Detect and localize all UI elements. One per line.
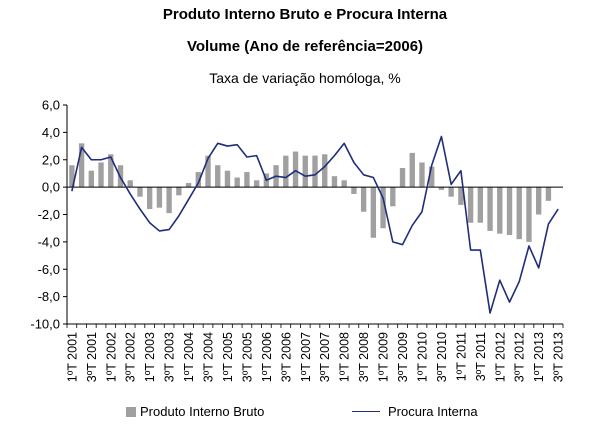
bar-pib	[283, 155, 289, 188]
x-tick-label: 1ºT 2005	[221, 332, 235, 382]
y-tick-label: 2,0	[42, 152, 60, 167]
bar-pib	[448, 187, 454, 197]
bar-pib	[438, 187, 445, 190]
bar-pib	[351, 187, 357, 194]
bar-pib	[360, 187, 367, 212]
line-procura-interna	[71, 135, 559, 314]
x-tick-label: 3ºT 2001	[85, 332, 99, 382]
bar-pib	[205, 155, 211, 188]
y-tick-label: 6,0	[42, 98, 60, 113]
chart-subtitle: Volume (Ano de referência=2006)	[186, 38, 424, 55]
legend-item-pib: Produto Interno Bruto	[126, 404, 264, 419]
x-tick-label: 3ºT 2006	[279, 332, 293, 382]
x-tick-label: 3ºT 2003	[163, 332, 177, 382]
x-tick-label: 1ºT 2003	[143, 332, 157, 382]
bar-pib	[370, 187, 377, 238]
x-tick-label: 3ºT 2009	[396, 332, 410, 382]
y-tick-label: -10,0	[30, 317, 60, 332]
bar-pib	[419, 162, 425, 188]
bar-pib	[312, 155, 318, 188]
bar-pib	[302, 155, 308, 188]
y-tick-label: 0,0	[42, 180, 60, 195]
bar-pib	[69, 165, 75, 188]
x-tick-label: 1ºT 2006	[260, 332, 274, 382]
x-tick-label: 3ºT 2011	[474, 332, 488, 381]
bar-pib	[429, 166, 435, 188]
bar-pib	[341, 180, 347, 188]
bar-pib	[215, 165, 221, 188]
x-tick-label: 1ºT 2011	[454, 332, 468, 381]
bar-pib	[156, 187, 163, 208]
chart-ylabel: Taxa de variação homóloga, %	[209, 70, 401, 86]
x-tick-label: 3ºT 2013	[552, 332, 566, 382]
x-tick-label: 3ºT 2010	[435, 332, 449, 382]
bar-pib	[526, 187, 532, 242]
x-tick-label: 1ºT 2012	[493, 332, 507, 382]
y-tick-label: 4,0	[42, 125, 60, 140]
x-tick-label: 3ºT 2004	[202, 332, 216, 382]
x-tick-label: 1ºT 2010	[415, 332, 429, 382]
bar-pib	[390, 187, 396, 207]
bar-pib	[166, 187, 172, 214]
x-tick-label: 3ºT 2005	[240, 332, 254, 382]
bar-pib	[195, 172, 201, 188]
bar-pib	[185, 183, 192, 188]
bar-pib	[497, 187, 503, 234]
bar-pib	[146, 187, 153, 210]
bar-pib	[477, 187, 484, 223]
bar-pib	[458, 187, 464, 205]
bar-pib	[322, 154, 328, 188]
x-tick-label: 3ºT 2002	[124, 332, 138, 382]
bar-pib	[292, 151, 299, 188]
bar-pib	[253, 180, 260, 188]
bar-pib	[234, 177, 240, 188]
bar-pib	[224, 170, 231, 188]
bar-pib	[487, 187, 493, 231]
x-tick-label: 1ºT 2007	[299, 332, 313, 382]
x-tick-label: 1ºT 2001	[65, 332, 79, 382]
bar-pib	[127, 180, 133, 188]
bar-pib	[108, 154, 114, 188]
bar-pib	[467, 187, 474, 223]
bar-pib	[516, 187, 522, 240]
x-tick-label: 1ºT 2008	[338, 332, 352, 382]
chart-plot: 6,0 4,0 2,0 0,0 -2,0 -4,0 -6,0 -8,0 -10,0 1ºT 20…	[30, 98, 566, 383]
legend-bar-swatch	[126, 406, 136, 417]
bar-pib	[78, 143, 85, 188]
legend-label-procura: Procura Interna	[388, 404, 478, 419]
x-tick-label: 1ºT 2004	[182, 332, 196, 382]
bar-pib	[399, 167, 406, 188]
legend-line-swatch	[352, 411, 380, 412]
x-tick-label: 3ºT 2012	[513, 332, 527, 382]
bar-pib	[506, 187, 513, 236]
x-tick-label: 1ºT 2013	[532, 332, 546, 382]
y-tick-label: -8,0	[38, 289, 60, 304]
y-tick-label: -6,0	[38, 262, 60, 277]
y-tick-label: -4,0	[38, 234, 60, 249]
y-tick-label: -2,0	[38, 207, 60, 222]
bar-pib	[88, 170, 94, 188]
bar-pib	[331, 176, 338, 188]
x-tick-label: 3ºT 2008	[357, 332, 371, 382]
x-tick-label: 1ºT 2009	[377, 332, 391, 382]
x-tick-label: 1ºT 2002	[104, 332, 118, 382]
bar-pib	[137, 187, 143, 197]
x-tick-label: 3ºT 2007	[318, 332, 332, 382]
bar-pib	[545, 187, 552, 201]
bar-pib	[176, 187, 182, 196]
bar-pib	[244, 172, 250, 188]
bar-pib	[536, 187, 542, 215]
bar-pib	[409, 152, 415, 188]
legend-item-procura: Procura Interna	[352, 404, 478, 419]
bar-pib	[380, 187, 386, 229]
chart-title: Produto Interno Bruto e Procura Interna	[162, 6, 448, 23]
bar-pib	[98, 162, 104, 188]
legend-label-pib: Produto Interno Bruto	[140, 404, 265, 419]
